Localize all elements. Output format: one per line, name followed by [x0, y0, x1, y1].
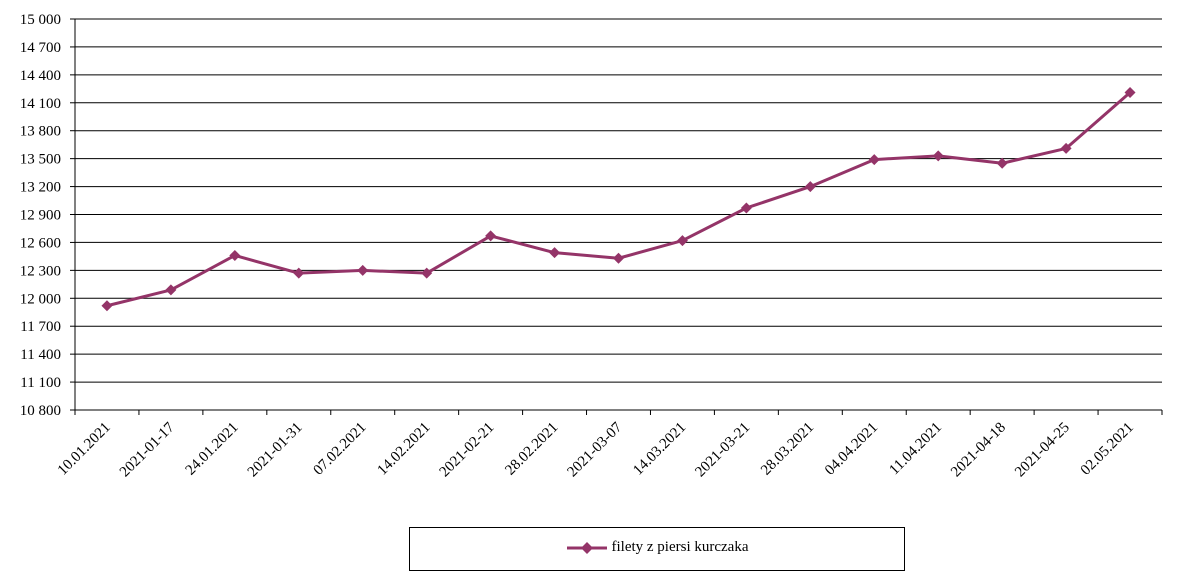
series-line — [106, 91, 1132, 308]
x-tick-label: 10.01.2021 — [55, 420, 114, 479]
y-tick-label: 11 400 — [20, 347, 61, 363]
data-point — [421, 267, 433, 279]
y-tick-label: 12 300 — [20, 263, 61, 279]
x-tick-label: 07.02.2021 — [311, 420, 370, 479]
data-point — [932, 150, 944, 162]
x-axis-ticks: 10.01.2021 2021-01-17 24.01.2021 2021-01-31… — [55, 410, 1163, 481]
y-tick-label: 15 000 — [20, 12, 61, 28]
gridlines — [75, 18, 1162, 383]
legend-item: filety z piersi kurczaka — [410, 539, 904, 556]
data-point — [229, 249, 241, 261]
x-tick-label: 2021-02-21 — [437, 420, 498, 481]
x-tick-label: 28.02.2021 — [502, 420, 561, 479]
y-tick-label: 11 700 — [20, 319, 61, 335]
x-tick-label: 2021-03-07 — [565, 419, 626, 480]
legend-swatch-icon — [567, 541, 608, 554]
data-point — [1124, 87, 1136, 99]
x-tick-label: 14.03.2021 — [630, 420, 689, 479]
y-tick-label: 14 400 — [20, 68, 61, 84]
data-point — [804, 181, 816, 193]
data-point — [996, 157, 1008, 169]
data-point — [1060, 142, 1072, 154]
legend: filety z piersi kurczaka — [409, 527, 905, 571]
data-point — [740, 202, 752, 214]
y-tick-label: 13 500 — [20, 152, 61, 168]
x-tick-label: 28.03.2021 — [758, 420, 817, 479]
y-tick-label: 13 200 — [20, 180, 61, 196]
data-point — [868, 154, 880, 166]
y-tick-label: 13 800 — [20, 124, 61, 140]
x-tick-label: 24.01.2021 — [183, 420, 242, 479]
series-layer — [101, 87, 1136, 312]
data-point — [165, 284, 177, 296]
data-point — [357, 264, 369, 276]
x-tick-label: 02.05.2021 — [1078, 420, 1137, 479]
x-tick-label: 2021-01-17 — [117, 419, 178, 480]
y-tick-label: 14 700 — [20, 40, 61, 56]
x-tick-label: 2021-03-21 — [692, 420, 753, 481]
y-tick-label: 11 100 — [20, 375, 61, 391]
data-point — [549, 247, 561, 259]
y-tick-label: 12 000 — [20, 291, 61, 307]
x-tick-label: 2021-01-31 — [245, 420, 306, 481]
y-tick-label: 12 600 — [20, 235, 61, 251]
x-tick-label: 2021-04-18 — [948, 420, 1009, 481]
x-tick-label: 14.02.2021 — [374, 420, 433, 479]
y-tick-label: 12 900 — [20, 208, 61, 224]
data-point — [485, 230, 497, 242]
legend-label: filety z piersi kurczaka — [611, 539, 749, 556]
y-tick-label: 14 100 — [20, 96, 61, 112]
data-point — [101, 300, 113, 312]
x-tick-label: 11.04.2021 — [886, 420, 945, 479]
y-tick-label: 10 800 — [20, 403, 61, 419]
data-point — [676, 235, 688, 247]
data-point — [613, 252, 624, 264]
x-tick-label: 2021-04-25 — [1012, 420, 1073, 481]
data-point — [293, 267, 305, 279]
y-axis-ticks: 10 800 11 100 11 400 11 700 12 000 12 300 12 6… — [20, 12, 75, 419]
x-tick-label: 04.04.2021 — [822, 420, 881, 479]
